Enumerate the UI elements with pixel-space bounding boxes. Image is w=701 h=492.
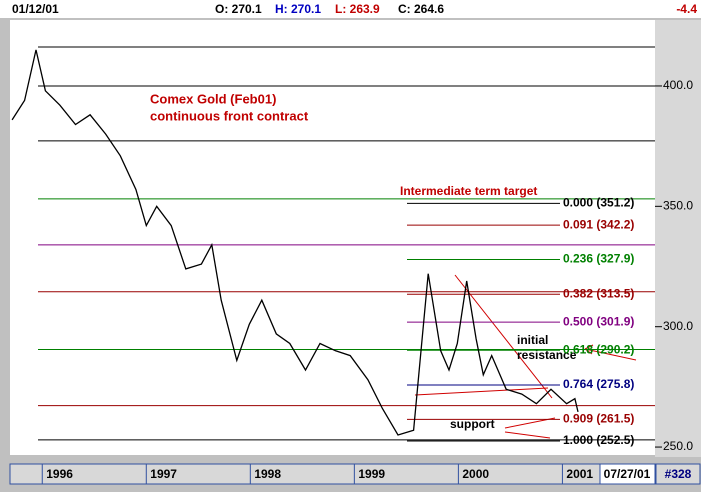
y-tick-label: 250.0 [663, 439, 693, 453]
footer-count-box [655, 463, 701, 485]
fib-label: 0.618 (290.2) [563, 342, 634, 356]
footer-date-box [599, 463, 656, 485]
annotation: support [450, 417, 495, 431]
plot-area [10, 20, 655, 455]
header-close: C: 264.6 [398, 2, 444, 16]
x-tick-label: 2000 [462, 467, 489, 481]
x-axis-panel [9, 463, 601, 485]
x-tick-label: 1997 [150, 467, 177, 481]
x-tick-label: 1998 [254, 467, 281, 481]
footer-count: #328 [665, 467, 692, 481]
trend-line [454, 274, 553, 399]
footer-date: 07/27/01 [604, 467, 651, 481]
x-tick-label: 1999 [358, 467, 385, 481]
y-tick-label: 350.0 [663, 198, 693, 212]
header-high: H: 270.1 [275, 2, 321, 16]
arrow [504, 431, 551, 439]
price-line [11, 49, 579, 436]
fib-label: 0.236 (327.9) [563, 252, 634, 266]
annotation: Intermediate term target [400, 184, 537, 198]
chart-title: Comex Gold (Feb01) [150, 91, 276, 106]
y-tick-label: 400.0 [663, 78, 693, 92]
fib-label: 0.909 (261.5) [563, 412, 634, 426]
arrow [584, 348, 637, 361]
fib-label: 0.000 (351.2) [563, 196, 634, 210]
header-low: L: 263.9 [335, 2, 380, 16]
y-axis-panel [655, 20, 701, 457]
annotation: initial [517, 333, 548, 347]
fib-label: 1.000 (252.5) [563, 433, 634, 447]
y-tick-label: 300.0 [663, 319, 693, 333]
header-change: -4.4 [676, 2, 697, 16]
fib-label: 0.382 (313.5) [563, 286, 634, 300]
header-date: 01/12/01 [12, 2, 59, 16]
x-tick-label: 2001 [566, 467, 593, 481]
chart-subtitle: continuous front contract [150, 108, 309, 123]
x-tick-label: 1996 [46, 467, 73, 481]
fib-label: 0.764 (275.8) [563, 377, 634, 391]
fib-label: 0.091 (342.2) [563, 217, 634, 231]
header-bar [0, 0, 701, 18]
trend-line [414, 387, 549, 396]
fib-label: 0.500 (301.9) [563, 314, 634, 328]
annotation: resistance [517, 348, 577, 362]
header-open: O: 270.1 [215, 2, 262, 16]
